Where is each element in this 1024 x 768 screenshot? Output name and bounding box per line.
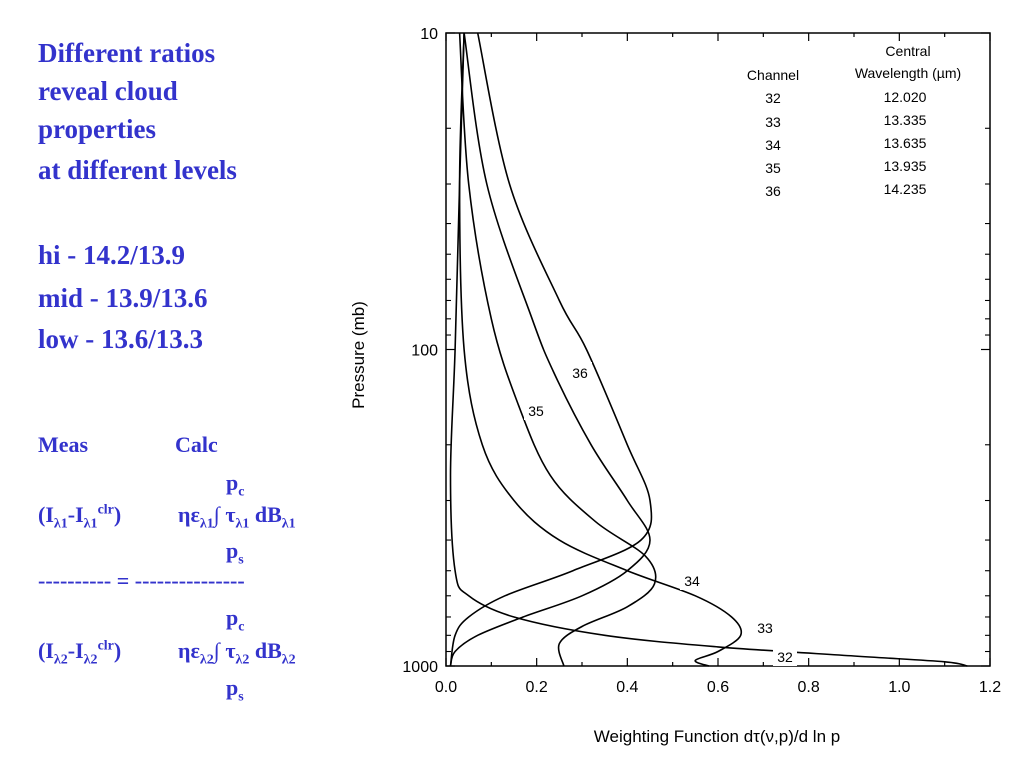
x-tick-label: 1.0 bbox=[888, 679, 910, 696]
legend-row-channel: 35 bbox=[765, 160, 781, 176]
numerator-calc: ηελ1∫ τλ1 dBλ1 bbox=[178, 502, 296, 532]
curve-channel-34 bbox=[458, 32, 657, 667]
y-tick-label: 100 bbox=[411, 343, 438, 360]
curve-label-33: 33 bbox=[757, 620, 773, 636]
fraction-divider: ---------- = --------------- bbox=[38, 568, 245, 593]
curve-label-32: 32 bbox=[777, 649, 793, 665]
axis-ticks: 0.0 0.2 0.4 0.6 0.8 1.0 1.2 10 100 1000 bbox=[402, 26, 1001, 696]
curve-label-bg bbox=[524, 400, 548, 420]
x-tick-label: 0.4 bbox=[616, 679, 638, 696]
heading-line-4: at different levels bbox=[38, 155, 237, 185]
legend-row-wavelength: 13.635 bbox=[884, 135, 927, 151]
x-tick-label: 0.8 bbox=[798, 679, 820, 696]
lower-limit-top: ps bbox=[226, 538, 244, 568]
curves-group bbox=[449, 32, 968, 667]
heading-line-2: reveal cloud bbox=[38, 76, 178, 106]
channel-legend-table: Central Channel Wavelength (µm) 32 12.02… bbox=[747, 43, 961, 199]
curve-channel-33 bbox=[458, 32, 743, 667]
curve-label-bg bbox=[568, 362, 592, 382]
curve-labels: 36 35 34 33 32 bbox=[524, 362, 797, 666]
legend-row-channel: 36 bbox=[765, 183, 781, 199]
legend-row-wavelength: 14.235 bbox=[884, 181, 927, 197]
y-tick-label: 10 bbox=[420, 26, 438, 43]
legend-row-channel: 34 bbox=[765, 137, 781, 153]
curve-channel-32 bbox=[449, 32, 968, 667]
curve-label-bg bbox=[773, 646, 797, 666]
curve-label-36: 36 bbox=[572, 365, 588, 381]
heading-line-3: properties bbox=[38, 114, 156, 144]
level-mid: mid - 13.9/13.6 bbox=[38, 283, 208, 313]
legend-row-wavelength: 13.335 bbox=[884, 112, 927, 128]
y-tick-label: 1000 bbox=[402, 659, 438, 676]
curve-label-bg bbox=[753, 617, 777, 637]
legend-header-wavelength: Wavelength (µm) bbox=[855, 65, 961, 81]
legend-header-central: Central bbox=[885, 43, 930, 59]
numerator-meas: (Iλ1-Iλ1clr) bbox=[38, 502, 122, 532]
denominator-meas: (Iλ2-Iλ2clr) bbox=[38, 638, 122, 668]
x-tick-label: 1.2 bbox=[979, 679, 1001, 696]
upper-limit-top: pc bbox=[226, 470, 245, 500]
legend-row-wavelength: 12.020 bbox=[884, 89, 927, 105]
denominator-calc: ηελ2∫ τλ2 dBλ2 bbox=[178, 638, 296, 668]
lower-limit-bottom: ps bbox=[226, 675, 244, 705]
y-axis-label: Pressure (mb) bbox=[349, 301, 368, 409]
legend-row-wavelength: 13.935 bbox=[884, 158, 927, 174]
x-axis-label: Weighting Function dτ(ν,p)/d ln p bbox=[594, 727, 840, 746]
x-tick-label: 0.6 bbox=[707, 679, 729, 696]
curve-channel-36 bbox=[449, 32, 653, 667]
legend-row-channel: 33 bbox=[765, 114, 781, 130]
curve-label-bg bbox=[680, 570, 704, 590]
level-hi: hi - 14.2/13.9 bbox=[38, 240, 186, 270]
heading-line-1: Different ratios bbox=[38, 38, 216, 68]
legend-row-channel: 32 bbox=[765, 90, 781, 106]
calc-label: Calc bbox=[175, 432, 218, 457]
upper-limit-bottom: pc bbox=[226, 605, 245, 635]
curve-label-34: 34 bbox=[684, 573, 700, 589]
meas-label: Meas bbox=[38, 432, 89, 457]
x-tick-label: 0.0 bbox=[435, 679, 457, 696]
x-tick-label: 0.2 bbox=[526, 679, 548, 696]
level-low: low - 13.6/13.3 bbox=[38, 324, 203, 354]
legend-header-channel: Channel bbox=[747, 67, 799, 83]
curve-channel-35 bbox=[449, 32, 651, 667]
curve-label-35: 35 bbox=[528, 403, 544, 419]
